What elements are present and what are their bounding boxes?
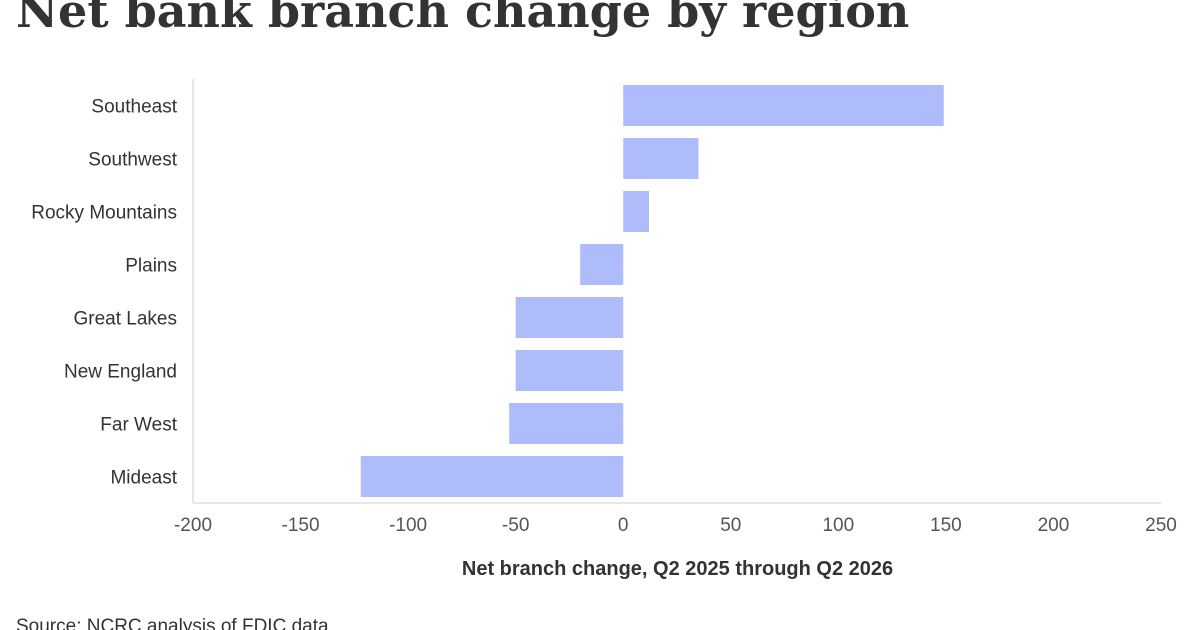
bar-southeast — [623, 85, 944, 126]
bar-mideast — [360, 456, 624, 497]
bar-southwest — [623, 138, 699, 179]
category-label: Plains — [125, 256, 177, 277]
source-note: Source: NCRC analysis of FDIC data — [16, 616, 329, 630]
x-tick-label: -100 — [389, 515, 427, 536]
bar-new-england — [515, 350, 624, 391]
x-tick-label: 250 — [1145, 515, 1177, 536]
bar-rocky-mountains — [623, 191, 650, 232]
x-axis-title: Net branch change, Q2 2025 through Q2 20… — [462, 558, 893, 580]
x-tick-label: -50 — [502, 515, 529, 536]
x-tick-label: 150 — [930, 515, 962, 536]
x-tick-label: -150 — [282, 515, 320, 536]
x-tick-labels: -200 -150 -100 -50 0 50 100 150 200 250 — [174, 515, 1177, 536]
chart-title: Net bank branch change by region — [16, 0, 910, 38]
bar-plains — [580, 244, 624, 285]
x-tick-label: 200 — [1038, 515, 1070, 536]
bar-great-lakes — [515, 297, 624, 338]
bar-far-west — [509, 403, 624, 444]
x-tick-label: -200 — [174, 515, 212, 536]
category-label: Southeast — [91, 97, 177, 118]
category-label: Rocky Mountains — [31, 203, 177, 224]
x-tick-label: 50 — [720, 515, 741, 536]
category-label: New England — [64, 362, 177, 383]
category-label: Far West — [100, 415, 177, 436]
category-label: Southwest — [88, 150, 177, 171]
x-tick-label: 100 — [822, 515, 854, 536]
x-tick-label: 0 — [618, 515, 629, 536]
bars-group — [360, 85, 944, 497]
axes-group — [192, 79, 1161, 504]
category-label: Great Lakes — [74, 309, 178, 330]
category-label: Mideast — [110, 468, 177, 489]
category-labels: Southeast Southwest Rocky Mountains Plains G… — [31, 97, 177, 489]
